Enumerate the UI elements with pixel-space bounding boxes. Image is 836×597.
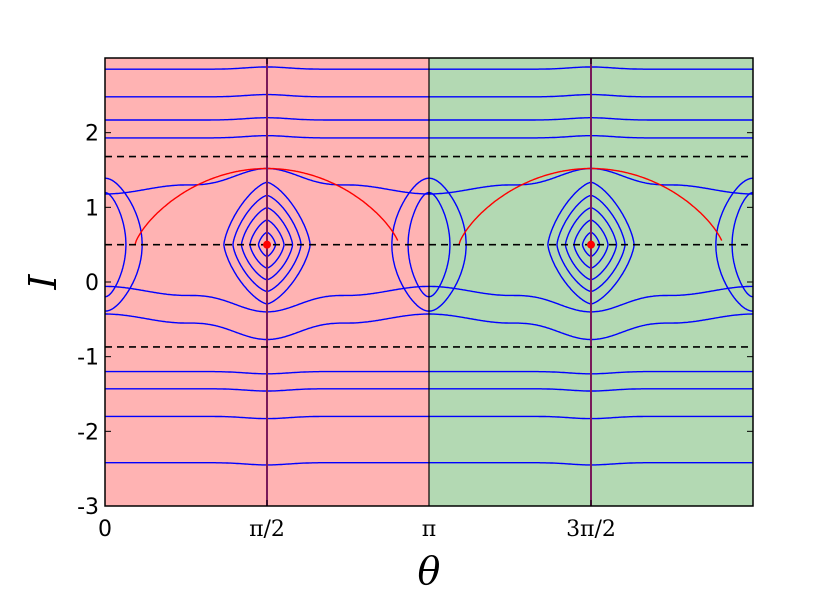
libration-orbit-2-5 xyxy=(547,181,635,305)
saddle-orbit-1-1 xyxy=(105,191,127,298)
y-tick-label-3: -1 xyxy=(77,346,99,371)
saddle-orbit-1-2 xyxy=(105,177,143,312)
x-tick-label-2: π/2 xyxy=(249,517,285,542)
y-tick-label-6: 2 xyxy=(85,122,99,147)
libration-orbit-1-5 xyxy=(223,181,311,305)
vertical-lines xyxy=(266,58,592,506)
x-axis-label: θ xyxy=(418,549,441,593)
y-tick-label-5: 1 xyxy=(85,196,99,221)
fixed-points xyxy=(263,240,595,249)
saddle-orbit-2-2 xyxy=(391,177,467,312)
x-tick-label-3: π xyxy=(422,517,436,542)
libration-orbit-1-4 xyxy=(232,194,302,293)
x-tick-label-4: 3π/2 xyxy=(566,517,616,542)
fixed-point-2 xyxy=(587,240,595,249)
libration-orbit-2-1 xyxy=(581,231,601,258)
y-axis-ticks: -3 -2 -1 0 1 2 xyxy=(77,122,753,520)
dashed-reference-lines xyxy=(105,155,753,348)
y-tick-label-1: -3 xyxy=(77,495,99,520)
fixed-point-1 xyxy=(263,240,271,249)
y-tick-label-4: 0 xyxy=(85,271,99,296)
libration-orbit-2-4 xyxy=(556,194,626,293)
libration-orbit-1-1 xyxy=(257,231,277,258)
x-tick-label-1: 0 xyxy=(98,517,112,542)
x-axis-ticks: 0 π/2 π 3π/2 xyxy=(98,58,616,542)
y-axis-label: I xyxy=(21,274,65,291)
saddle-orbit-3-2 xyxy=(715,177,753,312)
y-tick-label-2: -2 xyxy=(77,420,99,445)
